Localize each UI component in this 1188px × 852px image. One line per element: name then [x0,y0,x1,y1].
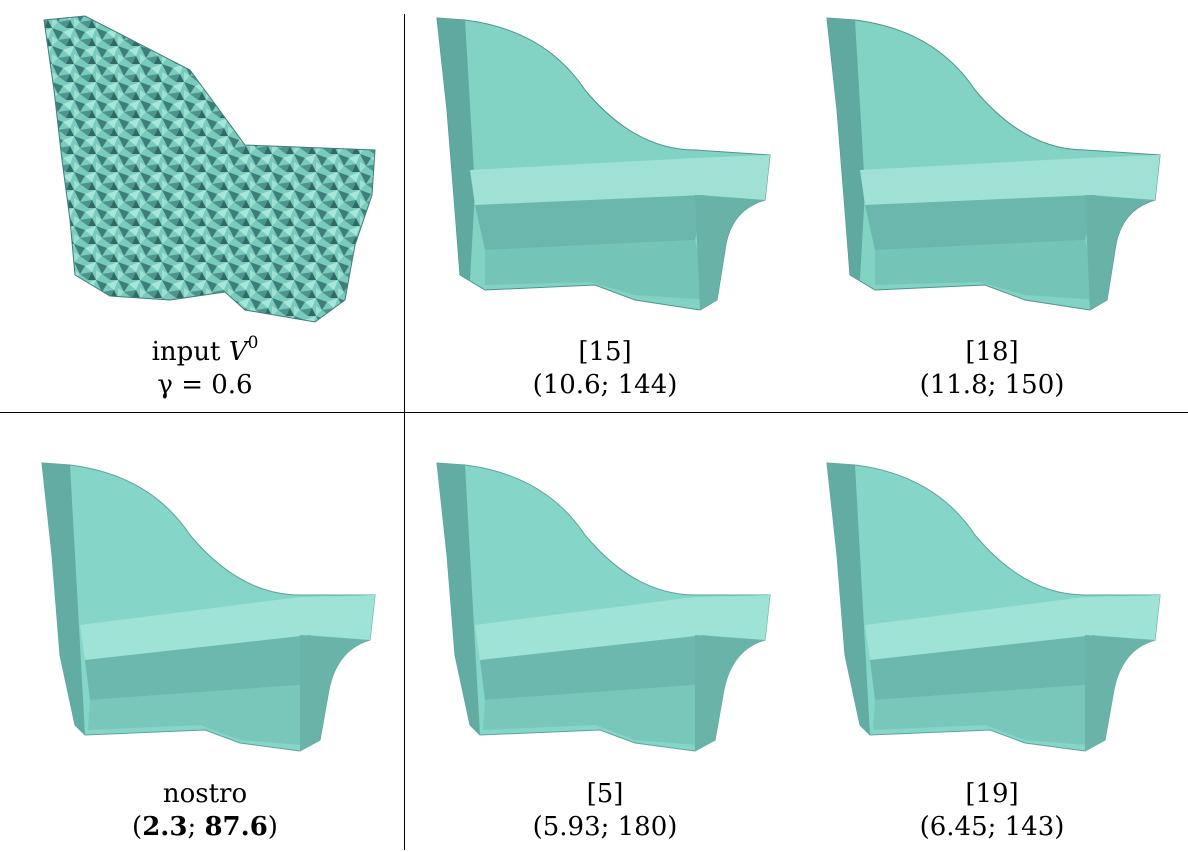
caption-5: [5] (5.93; 180) [405,778,805,844]
caption-input-gamma: γ = 0.6 [157,370,253,400]
horizontal-divider [0,412,1188,413]
mesh-5-image [425,455,785,765]
chair-render-19 [826,462,1161,752]
caption-ours-sep: ; [187,812,205,842]
caption-5-ref: [5] [586,779,624,809]
caption-15-values: (10.6; 144) [532,370,678,400]
caption-19: [19] (6.45; 143) [792,778,1188,844]
caption-ours-value-b: 87.6 [204,812,268,842]
noisy-chair-render [43,15,376,323]
chair-render-ours [41,462,376,752]
caption-19-values: (6.45; 143) [919,812,1065,842]
mesh-15-image [425,10,785,330]
caption-18-ref: [18] [965,337,1019,367]
caption-input-var: V [228,337,248,367]
caption-19-ref: [19] [965,779,1019,809]
caption-input-sup: 0 [247,333,259,354]
mesh-18-image [815,10,1175,330]
chair-render-18 [826,17,1161,311]
caption-ours-close: ) [267,812,278,842]
caption-5-values: (5.93; 180) [532,812,678,842]
mesh-19-image [815,455,1175,765]
caption-ours-label: nostro [162,779,248,809]
chair-render-5 [436,462,771,752]
vertical-divider [404,14,405,850]
caption-18: [18] (11.8; 150) [792,336,1188,402]
caption-15: [15] (10.6; 144) [405,336,805,402]
caption-18-values: (11.8; 150) [919,370,1065,400]
mesh-ours-image [30,455,390,765]
caption-ours: nostro (2.3; 87.6) [5,778,405,844]
caption-ours-open: ( [132,812,143,842]
chair-render-15 [436,17,771,311]
input-mesh-image [30,10,390,330]
caption-ours-value-a: 2.3 [142,812,188,842]
caption-15-ref: [15] [578,337,632,367]
caption-input: input V0 γ = 0.6 [5,333,405,402]
caption-input-label: input [151,337,229,367]
